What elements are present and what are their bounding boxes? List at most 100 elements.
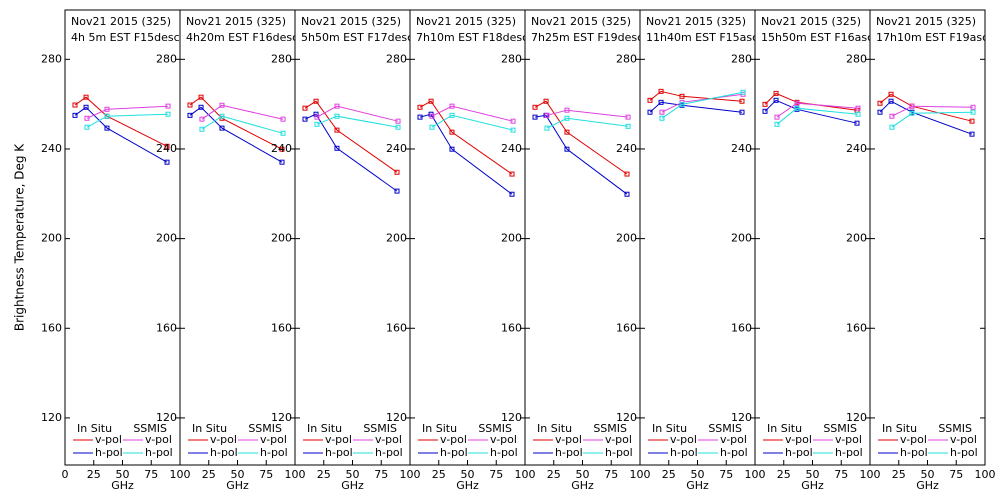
y-tick-label: 240 [271, 142, 292, 155]
data-point [395, 118, 401, 124]
legend-title: In Situ [422, 422, 457, 435]
data-point [909, 103, 915, 109]
data-point [104, 125, 110, 131]
legend-title: SSMIS [823, 422, 857, 435]
x-tick-label: 25 [777, 468, 791, 481]
data-point [334, 127, 340, 133]
data-point [313, 111, 319, 117]
x-tick-label: 50 [461, 468, 475, 481]
data-point [314, 114, 320, 120]
y-tick-label: 160 [41, 321, 62, 334]
legend-title: In Situ [652, 422, 687, 435]
y-tick-label: 200 [41, 232, 62, 245]
y-tick-label: 120 [386, 411, 407, 424]
y-axis-label: Brightness Temperature, Deg K [13, 143, 27, 331]
x-tick-label: 100 [745, 468, 766, 481]
panel-background [870, 10, 985, 465]
legend-title: In Situ [307, 422, 342, 435]
data-point [855, 111, 861, 117]
legend-title: In Situ [882, 422, 917, 435]
data-point [449, 129, 455, 135]
data-point [302, 116, 308, 122]
data-point [739, 109, 745, 115]
x-tick-label: 25 [547, 468, 561, 481]
legend-title: In Situ [537, 422, 572, 435]
panel: Nov21 2015 (325) 7h10m EST F18desc In Situ… [409, 9, 526, 466]
legend-label: h-pol [95, 446, 123, 459]
series-line [764, 92, 858, 111]
legend-label: h-pol [605, 446, 633, 459]
series-line [431, 114, 514, 131]
panel-background [755, 10, 870, 465]
data-point [449, 103, 455, 109]
data-point [510, 118, 516, 124]
data-point [888, 98, 894, 104]
panel-background [640, 10, 755, 465]
legend-label: v-pol [490, 433, 517, 446]
data-point [165, 111, 171, 117]
data-point [72, 102, 78, 108]
x-axis-label: GHz [916, 479, 939, 492]
data-point [877, 109, 883, 115]
x-tick-label: 25 [317, 468, 331, 481]
data-point [889, 124, 895, 130]
data-point [198, 104, 204, 110]
data-point [334, 103, 340, 109]
x-tick-label: 100 [515, 468, 536, 481]
series-line [86, 105, 169, 119]
legend-label: v-pol [325, 433, 352, 446]
data-point [279, 159, 285, 165]
legend-label: v-pol [260, 433, 287, 446]
series-line [534, 100, 628, 175]
data-point [877, 100, 883, 106]
data-point [740, 89, 746, 95]
y-tick-label: 120 [271, 411, 292, 424]
data-point [739, 98, 745, 104]
data-point [625, 123, 631, 129]
data-point [72, 112, 78, 118]
y-tick-label: 240 [846, 142, 867, 155]
data-point [429, 113, 435, 119]
data-point [909, 110, 915, 116]
y-tick-label: 200 [616, 232, 637, 245]
x-tick-label: 75 [834, 468, 848, 481]
x-tick-label: 75 [719, 468, 733, 481]
y-tick-label: 160 [846, 321, 867, 334]
y-tick-label: 200 [156, 232, 177, 245]
y-tick-label: 120 [846, 411, 867, 424]
data-point [104, 113, 110, 119]
legend-title: In Situ [77, 422, 112, 435]
legend-label: v-pol [440, 433, 467, 446]
legend-title: SSMIS [708, 422, 742, 435]
x-tick-label: 50 [921, 468, 935, 481]
panel: Nov21 2015 (325) 4h20m EST F16desc In Situ… [179, 9, 296, 466]
data-point [762, 108, 768, 114]
x-tick-label: 100 [285, 468, 306, 481]
y-tick-label: 200 [846, 232, 867, 245]
panel-content: Nov21 2015 (325) 5h50m EST F17desc In Situ… [295, 10, 410, 465]
y-tick-label: 240 [616, 142, 637, 155]
data-point [658, 99, 664, 105]
legend-title: SSMIS [593, 422, 627, 435]
legend-label: h-pol [490, 446, 518, 459]
data-point [679, 101, 685, 107]
series-line [534, 114, 628, 195]
x-tick-label: 75 [374, 468, 388, 481]
data-point [394, 188, 400, 194]
x-tick-label: 75 [144, 468, 158, 481]
legend-label: h-pol [555, 446, 583, 459]
series-line [879, 93, 973, 122]
legend-title: SSMIS [363, 422, 397, 435]
y-tick-label: 160 [616, 321, 637, 334]
legend-label: h-pol [145, 446, 173, 459]
y-tick-label: 240 [41, 142, 62, 155]
legend-label: v-pol [145, 433, 172, 446]
series-line [316, 115, 399, 128]
panel-background [295, 10, 410, 465]
data-point [429, 124, 435, 130]
data-point [970, 109, 976, 115]
panel-content: Nov21 2015 (325) 7h10m EST F18desc In Situ… [410, 10, 525, 465]
data-point [624, 171, 630, 177]
data-point [417, 114, 423, 120]
